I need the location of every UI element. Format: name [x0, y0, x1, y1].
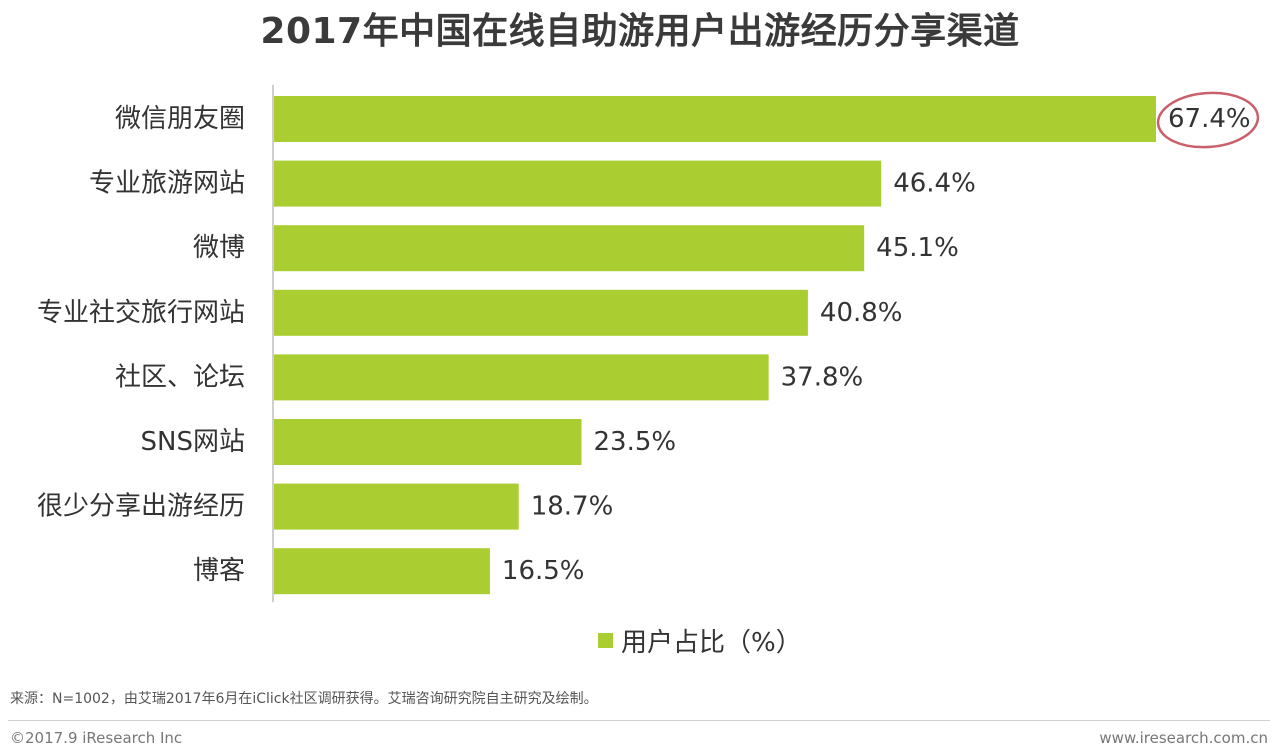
- data-label: 45.1%: [876, 233, 959, 263]
- category-label: 社区、论坛: [115, 362, 245, 392]
- footer-divider: [8, 720, 1270, 721]
- chart-legend: 用户占比（%）: [598, 622, 802, 658]
- bar-6: [274, 419, 582, 465]
- data-label: 23.5%: [594, 427, 677, 457]
- category-label: 博客: [193, 556, 245, 586]
- data-label: 67.4%: [1168, 104, 1251, 134]
- bar-3: [274, 225, 865, 272]
- category-label: 专业社交旅行网站: [37, 298, 245, 328]
- bar-2: [274, 160, 882, 207]
- bar-8: [274, 548, 490, 595]
- data-label: 37.8%: [781, 362, 864, 392]
- data-label: 18.7%: [531, 492, 614, 522]
- legend-swatch: [598, 632, 613, 648]
- category-label: SNS网站: [141, 427, 245, 457]
- bar-4: [274, 289, 808, 336]
- website-url: www.iresearch.com.cn: [1099, 729, 1268, 747]
- copyright-text: ©2017.9 iResearch Inc: [10, 729, 183, 747]
- bar-chart: 微信朋友圈 67.4% 专业旅游网站 46.4% 微博 45.1% 专业社交旅行网站 40.8…: [37, 85, 1260, 603]
- source-note: 来源：N=1002，由艾瑞2017年6月在iClick社区调研获得。艾瑞咨询研究…: [10, 691, 598, 707]
- category-label: 微信朋友圈: [115, 104, 245, 134]
- category-label: 专业旅游网站: [89, 169, 245, 199]
- data-label: 40.8%: [820, 298, 903, 328]
- chart-title: 2017年中国在线自助游用户出游经历分享渠道: [260, 11, 1020, 52]
- category-label: 微博: [193, 233, 245, 263]
- category-label: 很少分享出游经历: [37, 492, 245, 522]
- data-label: 16.5%: [502, 556, 585, 586]
- bar-7: [274, 483, 519, 530]
- bar-1: [274, 96, 1156, 142]
- data-label: 46.4%: [893, 169, 976, 199]
- highlight-circle: [1156, 91, 1260, 149]
- legend-label: 用户占比（%）: [621, 627, 802, 658]
- bar-5: [274, 354, 769, 401]
